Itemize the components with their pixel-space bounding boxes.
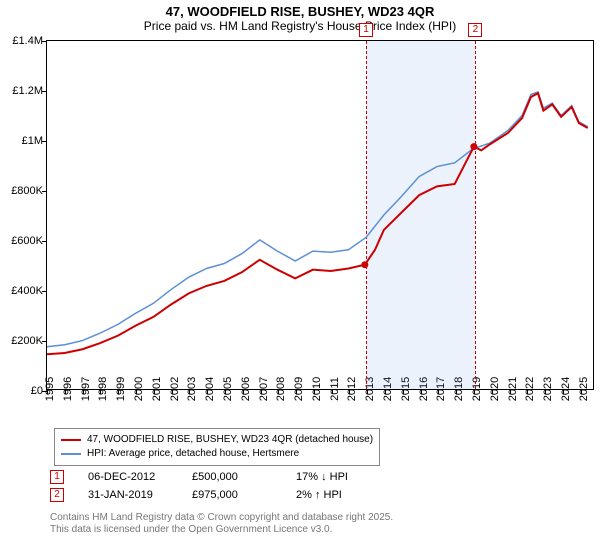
transaction-delta: 2% ↑ HPI [296, 489, 376, 501]
footnote: Contains HM Land Registry data © Crown c… [50, 512, 393, 536]
footnote-line2: This data is licensed under the Open Gov… [50, 524, 393, 536]
transaction-row-marker: 1 [50, 470, 64, 484]
transaction-point [361, 261, 368, 268]
footnote-line1: Contains HM Land Registry data © Crown c… [50, 512, 393, 524]
chart-legend: 47, WOODFIELD RISE, BUSHEY, WD23 4QR (de… [54, 428, 380, 466]
transaction-date: 06-DEC-2012 [88, 471, 168, 483]
legend-label: 47, WOODFIELD RISE, BUSHEY, WD23 4QR (de… [87, 433, 373, 447]
transaction-price: £975,000 [192, 489, 272, 501]
transaction-row: 1 06-DEC-2012 £500,000 17% ↓ HPI [50, 468, 376, 486]
legend-swatch [61, 453, 81, 455]
chart-title: 47, WOODFIELD RISE, BUSHEY, WD23 4QR [0, 0, 600, 19]
transaction-marker-label: 2 [468, 23, 482, 37]
y-axis-tick: £1M [22, 135, 47, 147]
transaction-table: 1 06-DEC-2012 £500,000 17% ↓ HPI 2 31-JAN-201… [50, 468, 376, 504]
y-axis-tick: £600K [11, 235, 47, 247]
y-axis-tick: £1.2M [12, 85, 47, 97]
chart-subtitle: Price paid vs. HM Land Registry's House … [0, 19, 600, 37]
y-axis-tick: £200K [11, 335, 47, 347]
series-line [47, 93, 588, 354]
transaction-row: 2 31-JAN-2019 £975,000 2% ↑ HPI [50, 486, 376, 504]
y-axis-tick: £1.4M [12, 35, 47, 47]
transaction-date: 31-JAN-2019 [88, 489, 168, 501]
legend-item: 47, WOODFIELD RISE, BUSHEY, WD23 4QR (de… [61, 433, 373, 447]
transaction-point [470, 143, 477, 150]
transaction-price: £500,000 [192, 471, 272, 483]
y-axis-tick: £800K [11, 185, 47, 197]
legend-label: HPI: Average price, detached house, Hert… [87, 447, 299, 461]
legend-item: HPI: Average price, detached house, Hert… [61, 447, 373, 461]
transaction-marker-label: 1 [359, 23, 373, 37]
transaction-row-marker: 2 [50, 488, 64, 502]
legend-swatch [61, 439, 81, 441]
transaction-delta: 17% ↓ HPI [296, 471, 376, 483]
chart-plot-area: £0£200K£400K£600K£800K£1M£1.2M£1.4M19951… [46, 40, 594, 390]
series-line [47, 92, 588, 347]
y-axis-tick: £400K [11, 285, 47, 297]
